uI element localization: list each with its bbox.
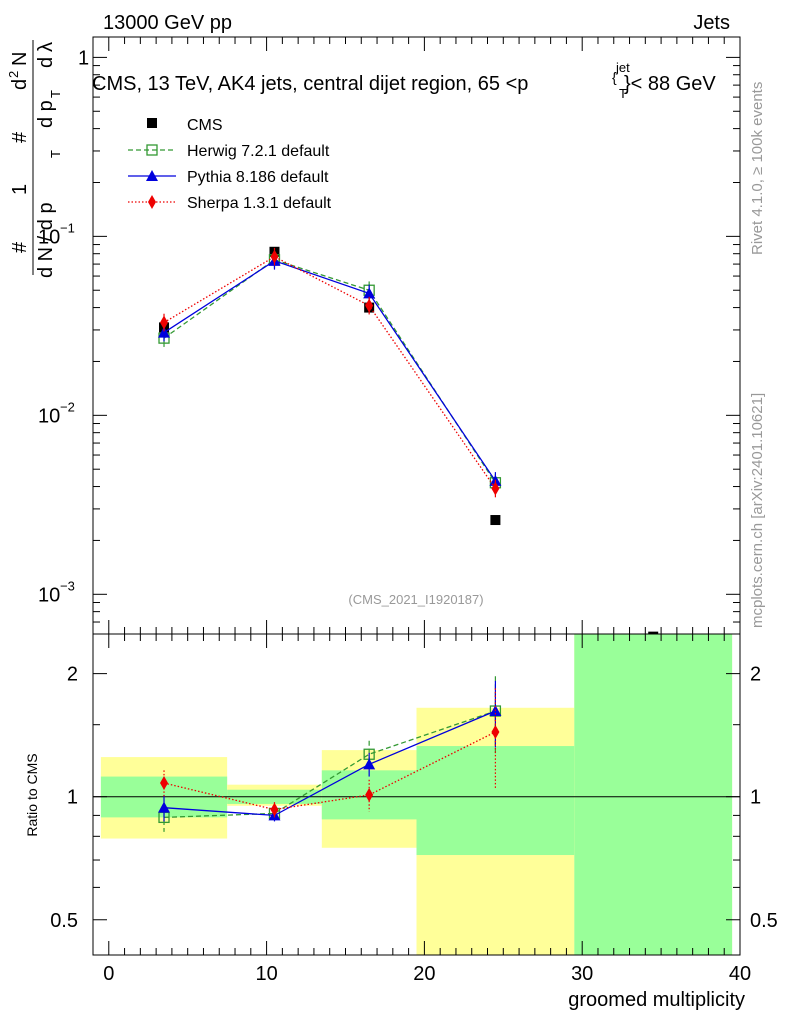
- legend-cms-marker: [147, 118, 157, 128]
- ratio-y-tick-label-right: 1: [750, 787, 761, 809]
- ratio-y-tick-label-left: 2: [67, 664, 78, 686]
- ylabel-dn-dpt: d N / d p: [35, 202, 57, 278]
- ylabel-dpt: d p: [35, 100, 57, 128]
- main-y-tick-exponent: −1: [60, 220, 75, 235]
- ratio-pythia-point: [158, 801, 171, 813]
- main-y-tick-label: 10: [38, 584, 60, 606]
- ratio-pythia-line: [163, 710, 496, 817]
- main-sherpa-point: [160, 315, 169, 330]
- main-sherpa-point: [491, 481, 500, 496]
- legend: CMS Herwig 7.2.1 default Pythia 8.186 de…: [128, 117, 332, 212]
- ratio-bands: [100, 634, 733, 955]
- main-pythia-point: [158, 326, 171, 338]
- ratio-panel-frame: [92, 633, 741, 956]
- legend-herwig-marker: [146, 144, 158, 156]
- ylabel-hash-top: #: [9, 241, 31, 253]
- ylabel-t-sub1: T: [48, 150, 63, 158]
- ratio-x-tick-label: 10: [255, 963, 277, 985]
- legend-pythia-label: Pythia 8.186 default: [187, 169, 329, 186]
- legend-pythia-marker: [146, 170, 158, 181]
- ylabel-one: 1: [9, 184, 31, 195]
- ratio-pythia-point: [363, 758, 376, 770]
- legend-herwig-label: Herwig 7.2.1 default: [187, 143, 330, 160]
- ylabel-d-lambda: d: [35, 57, 57, 68]
- plot-title-brace: {: [612, 69, 617, 85]
- ratio-y-tick-label-left: 1: [67, 787, 78, 809]
- ratio-x-tick-label: 40: [729, 963, 751, 985]
- ratio-x-tick-label: 20: [413, 963, 435, 985]
- ratio-y-ticks: 0.5 0.5 1 1 2 2: [50, 664, 778, 932]
- x-axis-label: groomed multiplicity: [568, 989, 745, 1011]
- main-y-ticks: 110−110−210−3: [38, 47, 740, 635]
- ratio-series: [158, 676, 502, 832]
- ratio-sherpa-point: [491, 724, 500, 739]
- plot-title-main: CMS, 13 TeV, AK4 jets, central dijet reg…: [92, 73, 528, 95]
- ratio-x-ticks: 0 10 20 30 40: [103, 634, 751, 985]
- main-sherpa-line: [163, 255, 496, 489]
- main-sherpa-point: [270, 249, 279, 264]
- legend-sherpa-marker: [148, 195, 156, 209]
- ratio-sherpa-point: [160, 776, 169, 791]
- main-cms-point: [490, 515, 501, 526]
- right-title: Jets: [693, 12, 730, 34]
- ylabel-lambda: λ: [35, 42, 57, 52]
- ratio-band-green: [574, 634, 733, 955]
- ratio-x-tick-label: 0: [103, 963, 114, 985]
- legend-sherpa-label: Sherpa 1.3.1 default: [187, 195, 332, 212]
- main-herwig-line: [163, 259, 496, 484]
- main-x-ticks: [108, 37, 725, 634]
- ratio-x-tick-label: 30: [571, 963, 593, 985]
- main-y-tick-exponent: −3: [60, 578, 75, 593]
- ratio-sherpa-line: [163, 731, 496, 811]
- main-y-tick-label: 1: [78, 47, 89, 69]
- ratio-y-tick-label-right: 0.5: [750, 910, 778, 932]
- main-y-tick-label: 10: [38, 405, 60, 427]
- main-pythia-line: [163, 260, 496, 482]
- main-sherpa-point: [365, 298, 374, 313]
- ylabel-hash-mid: #: [9, 131, 31, 143]
- ylabel-d: d: [9, 79, 31, 90]
- side-mcplots: mcplots.cern.ch [arXiv:2401.10621]: [749, 393, 766, 628]
- plot-title-sub: T: [619, 86, 627, 101]
- plot-title: CMS, 13 TeV, AK4 jets, central dijet reg…: [92, 73, 528, 95]
- ratio-sherpa-point: [270, 802, 279, 817]
- ratio-y-axis-label: Ratio to CMS: [24, 753, 40, 836]
- plot-title-sup: jet: [615, 60, 630, 75]
- ratio-band-green: [416, 746, 575, 856]
- ylabel-n: N: [9, 52, 31, 66]
- legend-cms-label: CMS: [187, 117, 223, 134]
- main-y-axis-label: # 1 d N / d p T # d p T d 2 N d λ: [6, 40, 63, 278]
- ratio-y-tick-label-right: 2: [750, 664, 761, 686]
- main-series: [158, 246, 659, 642]
- ratio-sherpa-point: [365, 787, 374, 802]
- main-pythia-point: [363, 287, 376, 299]
- ratio-panel: 0.5 0.5 1 1 2 2 0 10 20 30 40 Ratio to CMS groome…: [24, 633, 778, 1011]
- main-panel: 110−110−210−3 CMS, 13 TeV, AK4 jets, cen…: [38, 36, 741, 642]
- ylabel-two: 2: [6, 71, 21, 78]
- ratio-herwig-line: [163, 710, 496, 819]
- main-y-tick-label: 10: [38, 226, 60, 248]
- ratio-y-tick-label-left: 0.5: [50, 910, 78, 932]
- analysis-id: (CMS_2021_I1920187): [348, 592, 483, 607]
- ylabel-t-sub2: T: [48, 90, 63, 98]
- plot-title-tail: }< 88 GeV: [624, 73, 716, 95]
- side-rivet: Rivet 4.1.0, ≥ 100k events: [749, 82, 766, 255]
- main-y-tick-exponent: −2: [60, 399, 75, 414]
- left-title: 13000 GeV pp: [103, 12, 232, 34]
